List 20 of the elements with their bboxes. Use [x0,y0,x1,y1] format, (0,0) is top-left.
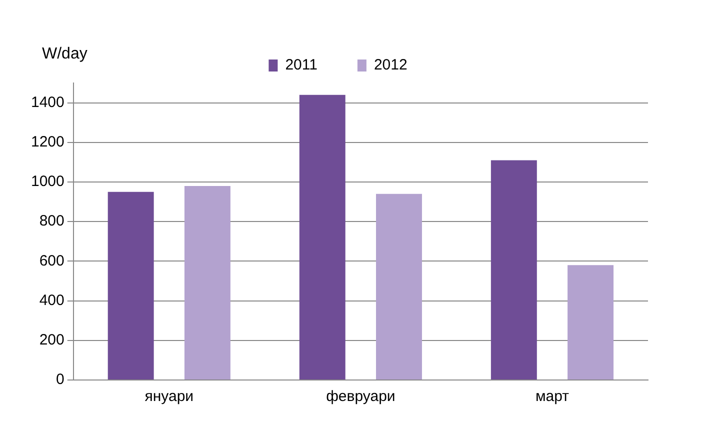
y-axis-title: W/day [42,45,88,62]
y-tick-label: 1000 [30,173,64,190]
bar [568,265,614,380]
y-tick-label: 400 [39,292,64,309]
y-tick-label: 0 [56,371,64,388]
bar [184,186,230,380]
y-tick-label: 200 [39,332,64,349]
bar [108,192,154,380]
y-tick-label: 1200 [30,134,64,151]
legend-label: 2012 [374,56,408,74]
y-tick-label: 600 [39,252,64,270]
bar [376,194,422,380]
bar [299,94,346,380]
y-tick-label: 1400 [30,94,64,111]
x-tick-label: март [535,388,570,406]
x-tick-label: януари [144,388,194,406]
y-tick-label: 800 [39,212,64,230]
legend-label: 2011 [285,56,318,74]
bar [490,160,537,380]
x-tick-label: февруари [326,388,396,406]
